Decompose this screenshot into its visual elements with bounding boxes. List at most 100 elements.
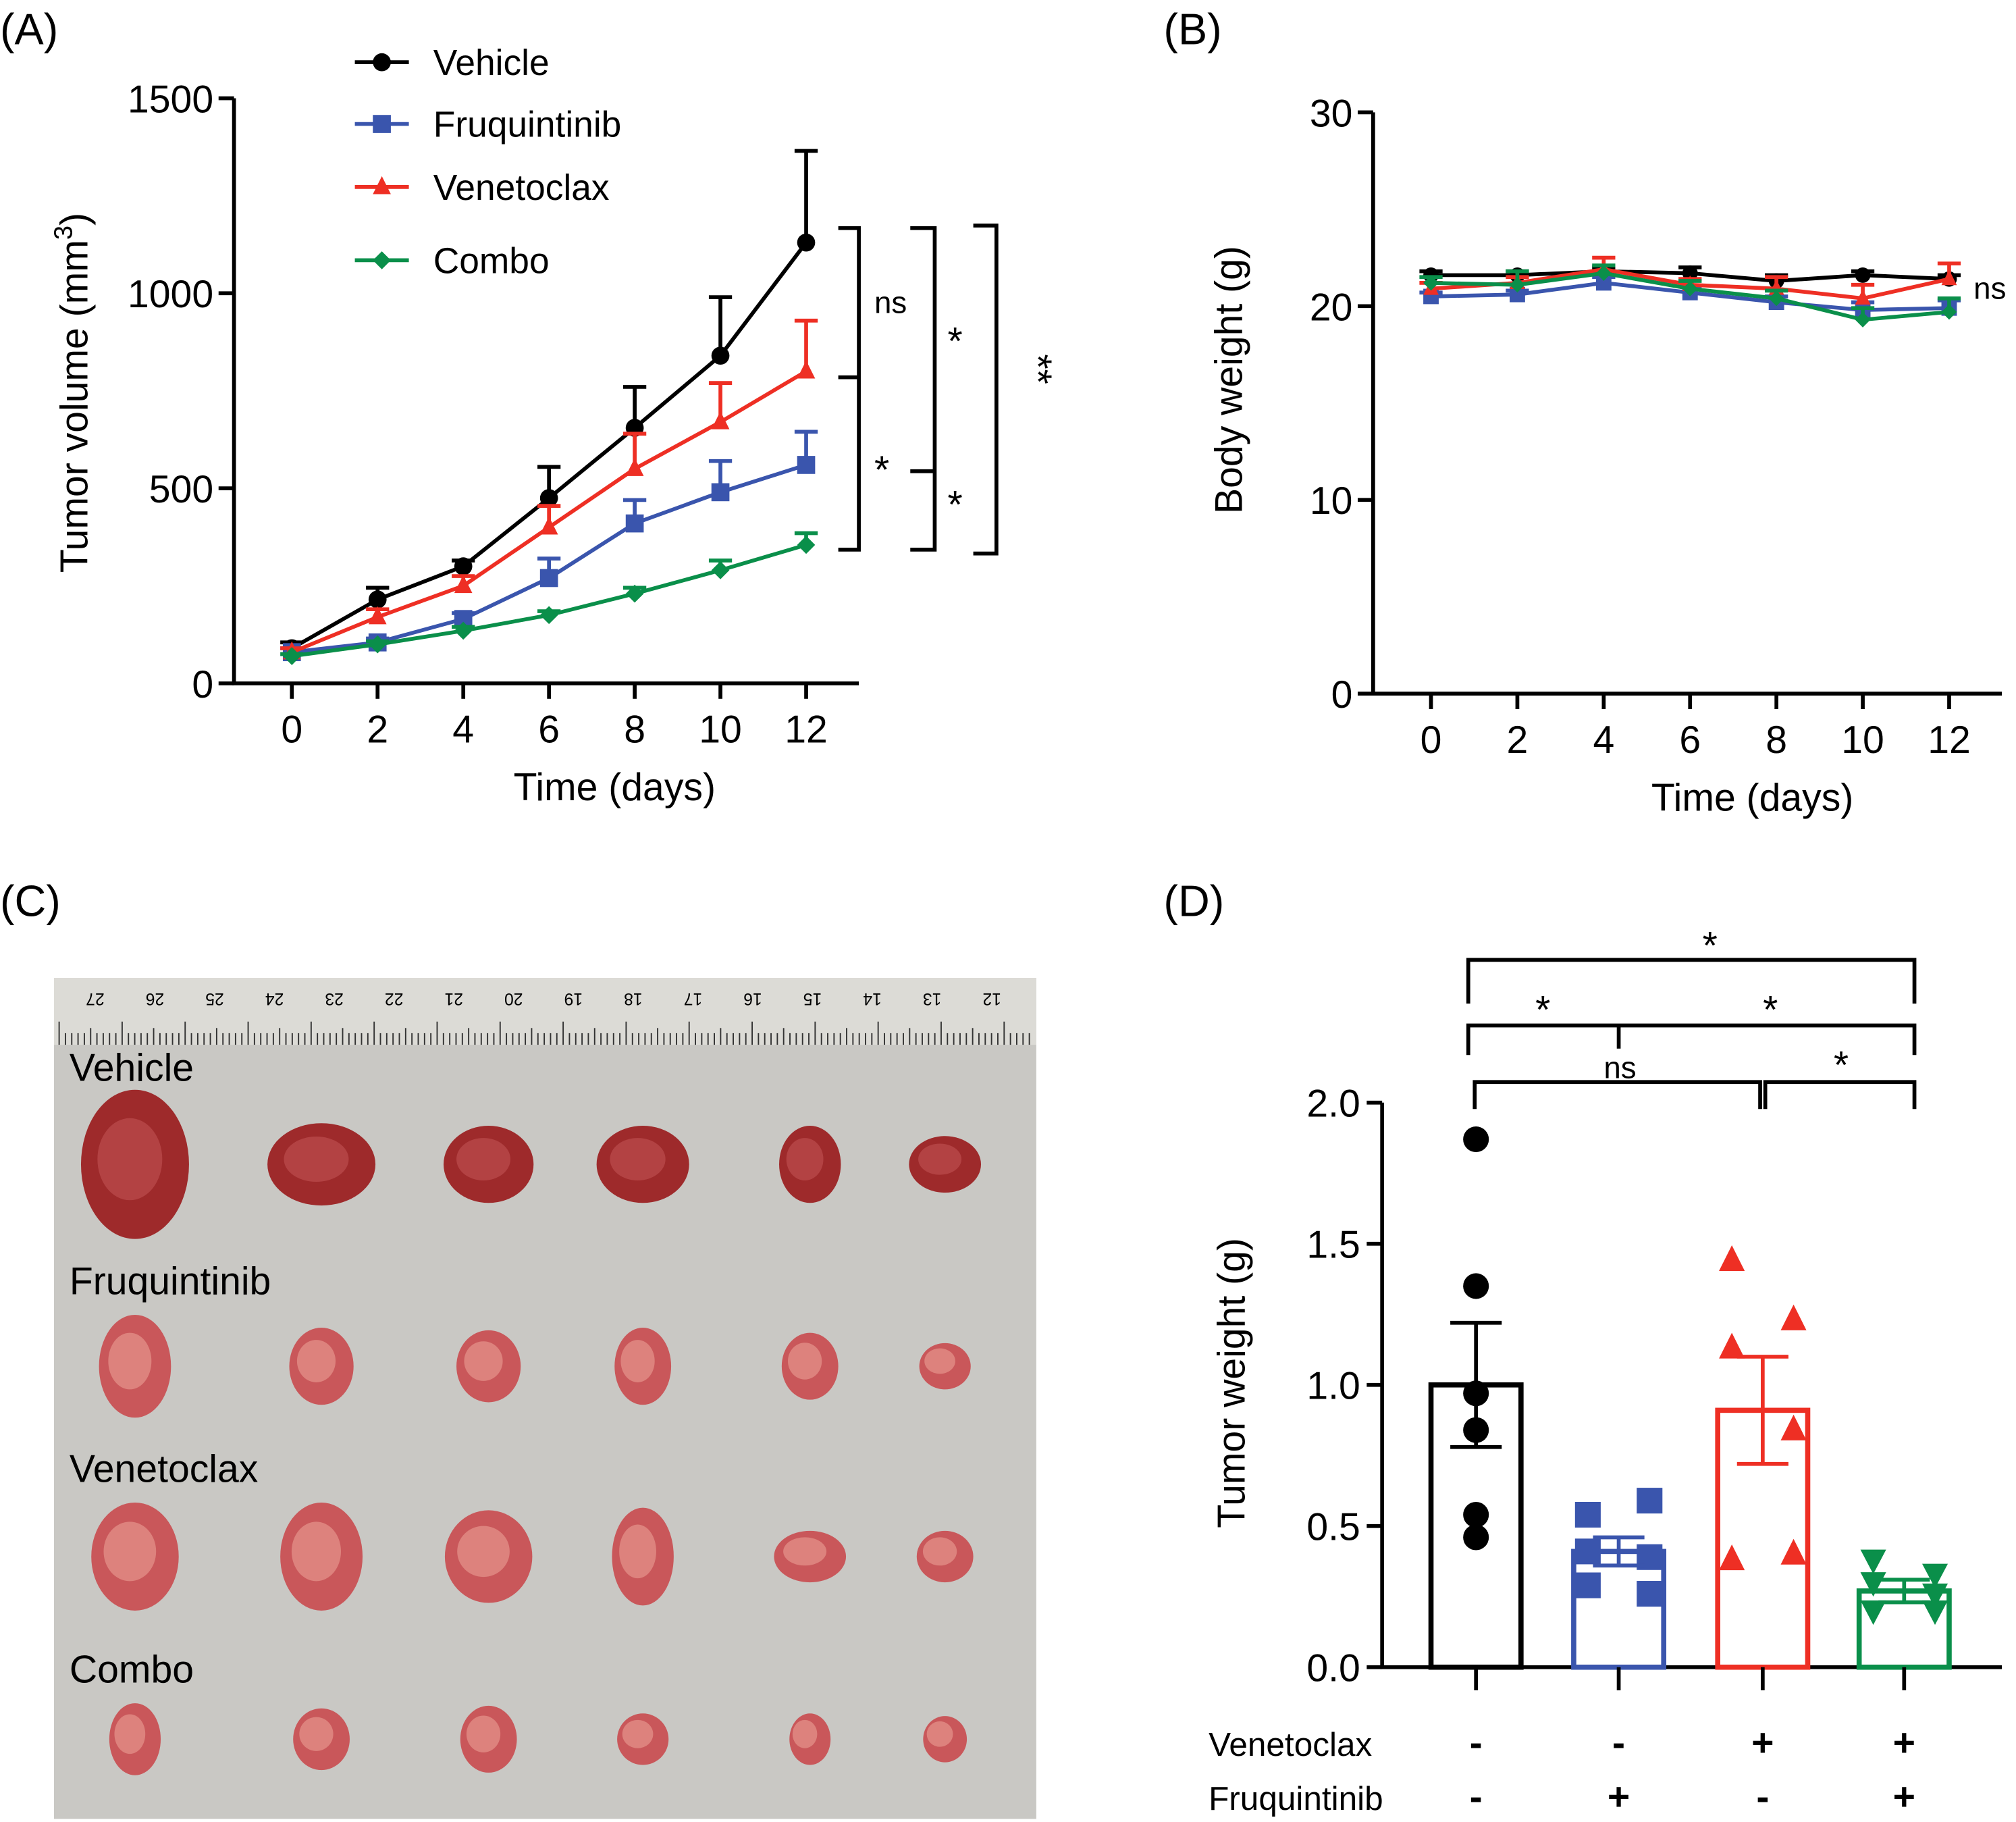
ruler-number: 26 (146, 989, 165, 1008)
tumor-highlight (924, 1348, 955, 1374)
tumor-highlight (291, 1521, 342, 1582)
sig-star: * (947, 319, 962, 363)
legend-item-combo: Combo (354, 241, 550, 281)
x-tick-label: 0 (281, 708, 302, 752)
fruquintinib-sign: - (1756, 1775, 1769, 1819)
bar-group-venetoclax (1715, 1245, 1811, 1691)
marker-diamond (539, 606, 558, 625)
row-label-fruquintinib: Fruquintinib (1209, 1780, 1383, 1817)
tumor-highlight (114, 1714, 146, 1754)
marker-circle (1855, 267, 1871, 283)
ruler-number: 18 (624, 989, 643, 1008)
tumor-highlight (464, 1341, 503, 1381)
ruler-number: 19 (564, 989, 583, 1008)
y-tick-label: 0 (192, 663, 213, 706)
tumor-highlight (108, 1332, 152, 1390)
y-tick-label: 20 (1310, 286, 1353, 329)
marker-triangle-down (1921, 1600, 1948, 1625)
photo-label-venetoclax: Venetoclax (70, 1448, 259, 1491)
legend-label: Combo (433, 241, 550, 281)
sig-star: * (1535, 989, 1550, 1032)
ruler-number: 23 (325, 989, 344, 1008)
sig-ns: ns (874, 285, 907, 319)
marker-circle (454, 557, 473, 575)
tumor-highlight (456, 1138, 511, 1180)
marker-circle (797, 233, 816, 252)
tumor-highlight (918, 1143, 962, 1175)
x-axis-label: Time (days) (1651, 776, 1853, 819)
y-tick-label: 0.5 (1306, 1506, 1360, 1549)
significance-brackets (838, 224, 999, 556)
y-tick-label: 1.5 (1306, 1224, 1360, 1267)
y-tick-label: 2.0 (1306, 1083, 1360, 1126)
tumor-highlight (622, 1719, 654, 1748)
marker-triangle (1719, 1332, 1745, 1359)
tumor-highlight (299, 1717, 334, 1751)
marker-square (1574, 1538, 1601, 1565)
marker-diamond (711, 561, 730, 579)
marker-square (1510, 286, 1525, 303)
x-tick-label: 12 (785, 708, 828, 752)
marker-circle (373, 53, 391, 72)
marker-square (797, 456, 816, 474)
fruquintinib-sign: + (1608, 1775, 1630, 1819)
sig-double-star: ** (1016, 354, 1059, 384)
panel-label-d: (D) (1163, 877, 1224, 926)
x-tick-label: 4 (452, 708, 474, 752)
marker-triangle-down (1860, 1600, 1886, 1625)
marker-triangle (1941, 269, 1957, 286)
legend-item-venetoclax: Venetoclax (354, 168, 610, 208)
panel-label-b: (B) (1163, 4, 1221, 53)
x-axis-label: Time (days) (514, 766, 716, 809)
tumor-highlight (97, 1118, 163, 1201)
y-tick-label: 0.0 (1306, 1647, 1360, 1690)
venetoclax-sign: + (1893, 1721, 1915, 1765)
ruler-number: 12 (982, 989, 1001, 1008)
x-tick-label: 10 (1841, 719, 1884, 762)
axes (1371, 112, 2002, 696)
ruler-number: 20 (504, 989, 523, 1008)
y-tick-label: 10 (1310, 479, 1353, 523)
marker-square (1574, 1501, 1601, 1528)
series-combo (280, 531, 818, 665)
sig-star: * (1834, 1044, 1849, 1087)
tumor-highlight (619, 1524, 656, 1579)
marker-triangle (1780, 1538, 1807, 1565)
marker-triangle (1719, 1245, 1745, 1272)
ruler-number: 15 (803, 989, 822, 1008)
y-tick-label: 1500 (128, 78, 213, 121)
marker-diamond (282, 647, 301, 665)
significance-brackets (1466, 958, 1917, 1110)
marker-triangle (539, 516, 558, 535)
marker-triangle (797, 360, 816, 379)
y-tick-label: 0 (1331, 673, 1353, 717)
marker-square (1574, 1572, 1601, 1598)
marker-triangle-down (1921, 1583, 1948, 1609)
marker-diamond (1595, 265, 1612, 281)
tumor-highlight (457, 1526, 510, 1578)
x-tick-label: 2 (367, 708, 388, 752)
ruler-number: 17 (684, 989, 703, 1008)
marker-triangle-down (1860, 1549, 1886, 1574)
fruquintinib-sign: + (1893, 1775, 1915, 1819)
x-tick-label: 4 (1593, 719, 1614, 762)
tumor-photo: 27 26 25 24 23 22 21 20 19 18 17 16 15 14 13 12 Vehicle… (53, 978, 1036, 1819)
marker-circle (1463, 1273, 1489, 1299)
sig-star: * (947, 483, 962, 526)
marker-square (539, 569, 558, 588)
series-venetoclax (280, 318, 818, 660)
bar-group-combo (1856, 1549, 1952, 1691)
marker-triangle (1780, 1304, 1807, 1330)
ruler-number: 25 (205, 989, 224, 1008)
row-label-venetoclax: Venetoclax (1209, 1726, 1372, 1763)
marker-square (1637, 1581, 1663, 1607)
y-axis-label: Tumor volume (mm3) (50, 213, 97, 573)
panel-label-c: (C) (0, 877, 61, 926)
legend-label: Vehicle (433, 43, 550, 83)
x-tick-label: 2 (1507, 719, 1529, 762)
ruler-number: 27 (86, 989, 105, 1008)
tumor-highlight (296, 1340, 336, 1382)
marker-square (373, 115, 391, 133)
ruler-number: 22 (385, 989, 404, 1008)
